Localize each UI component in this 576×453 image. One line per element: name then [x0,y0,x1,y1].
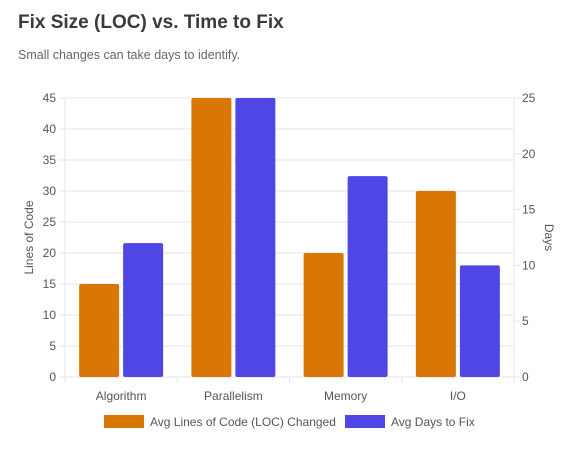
chart-title: Fix Size (LOC) vs. Time to Fix [18,12,284,33]
y-left-tick-label: 45 [43,91,57,105]
legend-item-days-label: Avg Days to Fix [391,415,475,429]
x-tick-label: Parallelism [204,389,263,403]
y-left-tick-label: 20 [43,246,57,260]
y-right-tick-label: 5 [522,314,529,328]
y-right-tick-label: 20 [522,147,536,161]
y-left-tick-label: 35 [43,153,57,167]
legend-item-loc-label: Avg Lines of Code (LOC) Changed [150,415,336,429]
y-left-tick-label: 5 [49,339,56,353]
y-left-tick-label: 40 [43,122,57,136]
y-left-tick-label: 25 [43,215,57,229]
bar-days-i-o [459,265,500,377]
y-right-tick-label: 25 [522,91,536,105]
y-left-tick-label: 15 [43,277,57,291]
bar-days-algorithm [123,243,164,377]
bar-loc-parallelism [191,98,232,377]
bar-loc-algorithm [79,284,120,377]
y-left-tick-label: 0 [49,370,56,384]
y-right-axis-title: Days [542,224,556,251]
y-right-tick-label: 15 [522,203,536,217]
legend-item-loc-swatch [104,415,144,428]
y-right-tick-label: 10 [522,258,536,272]
x-tick-label: Algorithm [96,389,147,403]
y-right-tick-label: 0 [522,370,529,384]
x-tick-label: I/O [450,389,466,403]
y-left-tick-label: 10 [43,308,57,322]
bar-days-memory [347,176,388,377]
bar-loc-i-o [415,191,456,377]
y-left-axis-title: Lines of Code [22,200,36,274]
bar-loc-memory [303,253,344,377]
chart-subtitle: Small changes can take days to identify. [18,48,241,62]
y-left-tick-label: 30 [43,184,57,198]
bar-days-parallelism [235,98,276,377]
legend-item-days-swatch [345,415,385,428]
x-tick-label: Memory [324,389,367,403]
